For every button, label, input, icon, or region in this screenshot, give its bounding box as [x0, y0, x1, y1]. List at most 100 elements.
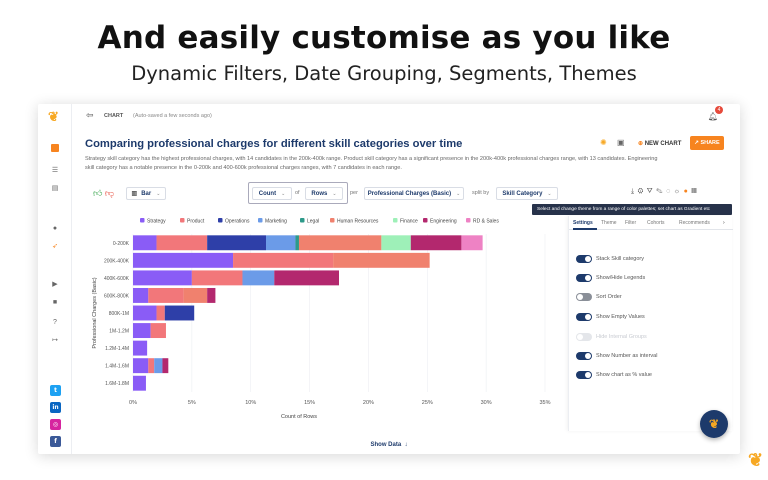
split-select[interactable]: Skill Category ⌄	[496, 187, 558, 200]
bar-segment	[266, 235, 296, 251]
dimension-select[interactable]: Professional Charges (Basic) ⌄	[364, 187, 464, 200]
x-tick-label: 20%	[363, 400, 374, 406]
legend-label: Strategy	[147, 219, 166, 225]
measure-select[interactable]: Count ⌄	[252, 187, 292, 200]
bar-segment	[133, 358, 149, 374]
document-icon[interactable]: ▤	[51, 185, 59, 192]
list-icon[interactable]: ☰	[51, 167, 59, 174]
bar-segment	[191, 270, 243, 286]
twitter-icon[interactable]: t	[50, 385, 61, 396]
chat-icon[interactable]: ■	[52, 298, 58, 306]
legend-label: Engineering	[430, 219, 457, 225]
legend-swatch	[330, 218, 335, 223]
x-axis-label: Count of Rows	[281, 414, 317, 420]
download-icon[interactable]: ⤓	[631, 188, 638, 195]
y-tick-label: 1.6M-1.8M	[105, 381, 129, 387]
layout-icon[interactable]: ▣	[616, 138, 625, 147]
share-button[interactable]: ↗ SHARE	[690, 136, 724, 150]
show-data-label: Show Data	[370, 442, 402, 448]
show-data-button[interactable]: Show Data ↓	[38, 442, 740, 448]
toggle-label: Show chart as % value	[596, 372, 652, 378]
assistant-fab-icon[interactable]: ❦	[700, 410, 728, 438]
x-tick-label: 15%	[304, 400, 315, 406]
hero-headline: And easily customise as you like	[97, 20, 671, 56]
toggle-label: Stack Skill category	[596, 256, 644, 262]
legend-label: Finance	[400, 219, 418, 225]
linkedin-icon[interactable]: in	[50, 402, 61, 413]
tab-cohorts[interactable]: Cohorts	[647, 220, 665, 226]
new-chart-button[interactable]: ⊕ NEW CHART	[638, 140, 681, 147]
bar-segment	[207, 287, 216, 303]
info-icon[interactable]: ●	[52, 224, 58, 232]
dashboard-icon[interactable]	[51, 144, 59, 152]
settings-icon[interactable]: ⚙	[637, 188, 647, 195]
rows-value: Rows	[311, 190, 328, 197]
comment-icon[interactable]: ◌	[666, 188, 674, 195]
y-tick-label: 1.4M-1.6M	[105, 364, 129, 370]
legend-swatch	[300, 218, 305, 223]
toggle-knob	[585, 275, 591, 281]
bar-segment	[233, 252, 334, 268]
instagram-icon[interactable]: ◎	[50, 419, 61, 430]
rocket-icon[interactable]: ➶	[52, 243, 58, 250]
per-label: per	[350, 190, 358, 196]
lightbulb-icon[interactable]: ✺	[600, 138, 607, 147]
toggle-switch	[576, 333, 592, 341]
chart-type-select[interactable]: ▥ Bar ⌄	[126, 187, 166, 200]
new-chart-label: NEW CHART	[644, 141, 682, 147]
toggle-label: Sort Order	[596, 294, 622, 300]
of-label: of	[295, 190, 300, 196]
toggle-knob	[585, 353, 591, 359]
toggle-switch[interactable]	[576, 352, 592, 360]
autosave-status: (Auto-saved a few seconds ago)	[133, 113, 212, 119]
brush-icon[interactable]: ✎	[656, 188, 667, 195]
thumbs-down-icon[interactable]: 👎︎	[104, 188, 115, 198]
bar-chart-icon: ▥	[131, 191, 138, 197]
chevron-down-icon: ⌄	[156, 190, 161, 197]
bar-segment	[133, 252, 234, 268]
legend-label: Marketing	[265, 219, 287, 225]
toggle-switch[interactable]	[576, 255, 592, 263]
bar-segment	[333, 252, 430, 268]
idea-icon[interactable]: ☼	[673, 188, 684, 195]
help-icon[interactable]: ?	[53, 318, 57, 326]
logout-icon[interactable]: ↦	[52, 337, 58, 344]
tab-filter[interactable]: Filter	[625, 220, 637, 226]
x-tick-label: 0%	[129, 400, 137, 406]
legend-swatch	[140, 218, 145, 223]
chevron-right-icon[interactable]: ›	[723, 220, 725, 226]
toggle-switch[interactable]	[576, 313, 592, 321]
bar-segment	[133, 375, 146, 391]
bell-icon[interactable]: 🔔︎	[707, 112, 718, 121]
bar-segment	[133, 323, 151, 339]
chevron-down-icon: ⌄	[332, 190, 337, 197]
y-tick-label: 400K-600K	[104, 276, 130, 282]
bar-segment	[133, 340, 148, 356]
back-arrow-icon[interactable]: ⇦	[86, 110, 94, 120]
theme-icon[interactable]: ●	[683, 188, 692, 195]
bar-segment	[298, 235, 382, 251]
bar-segment	[410, 235, 462, 251]
chart-toolbar: ⤓⚙⛛✎◌☼●▦	[631, 188, 700, 196]
table-icon[interactable]: ▦	[691, 188, 701, 195]
toggle-switch[interactable]	[576, 371, 592, 379]
toggle-switch[interactable]	[576, 274, 592, 282]
filter-icon[interactable]: ⛛	[646, 188, 657, 195]
dimension-value: Professional Charges (Basic)	[367, 190, 452, 197]
facebook-icon[interactable]: f	[50, 436, 61, 447]
toggle-label: Show Number as interval	[596, 353, 658, 359]
split-label: split by	[472, 190, 490, 196]
x-tick-label: 25%	[422, 400, 433, 406]
bar-segment	[148, 287, 184, 303]
rows-select[interactable]: Rows ⌄	[305, 187, 343, 200]
tab-recommends[interactable]: Recommends	[679, 220, 710, 226]
play-icon[interactable]: ▶	[52, 281, 58, 288]
tab-theme[interactable]: Theme	[601, 220, 617, 226]
tab-settings[interactable]: Settings	[573, 220, 593, 226]
hero-subline: Dynamic Filters, Date Grouping, Segments…	[131, 62, 637, 85]
y-tick-label: 1M-1.2M	[109, 329, 129, 335]
toggle-label: Hide Internal Groups	[596, 334, 647, 340]
y-tick-label: 1.2M-1.4M	[105, 346, 129, 352]
toggle-switch[interactable]	[576, 293, 592, 301]
thumbs-up-icon[interactable]: 👍︎	[93, 188, 103, 198]
